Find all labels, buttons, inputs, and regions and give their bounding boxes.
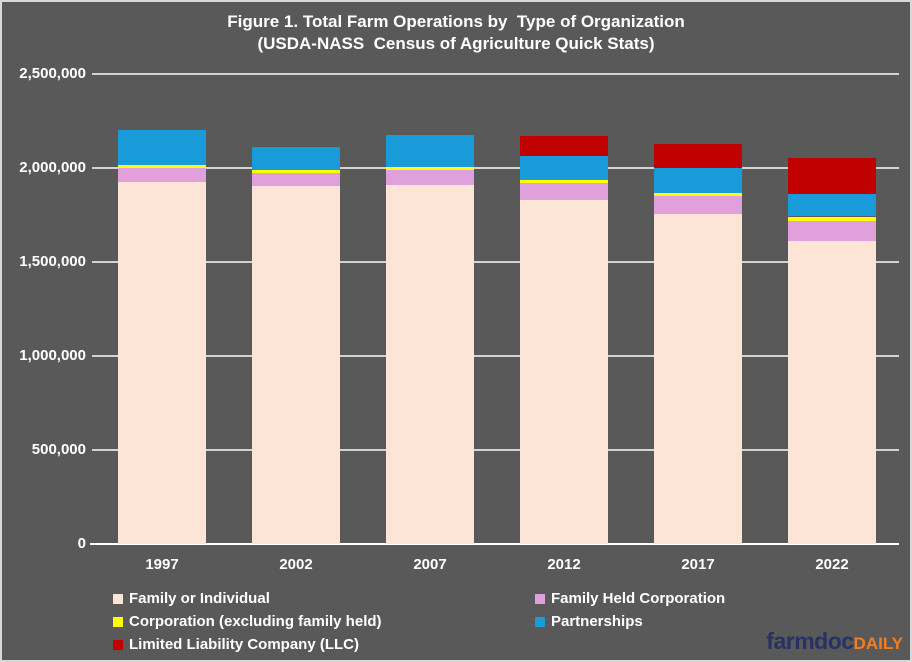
farmdoc-daily-logo: farmdoc DAILY <box>766 628 903 655</box>
y-tick-label: 2,500,000 <box>19 65 86 82</box>
bar-segment-partnerships <box>788 193 876 217</box>
legend-swatch-family-or-individual <box>113 594 123 604</box>
y-tick-label: 1,000,000 <box>19 347 86 364</box>
bar-segment-limited-liability-company-llc <box>788 158 876 194</box>
bar-segment-family-held-corporation <box>252 173 340 186</box>
legend-item-corporation: Corporation (excluding family held) <box>113 614 382 630</box>
bar-segment-family-or-individual <box>788 241 876 544</box>
gridline <box>92 167 899 169</box>
chart-title-line2: (USDA-NASS Census of Agriculture Quick S… <box>257 34 655 53</box>
logo-daily-text: DAILY <box>853 634 903 653</box>
x-tick-label: 2022 <box>815 556 849 573</box>
bar-segment-family-held-corporation <box>386 169 474 186</box>
x-tick-label: 2017 <box>681 556 715 573</box>
chart-title-line1: Figure 1. Total Farm Operations by Type … <box>227 12 685 31</box>
bar-segment-family-or-individual <box>252 185 340 544</box>
bar-segment-corporation-excluding-family-held <box>788 216 876 222</box>
bar-segment-corporation-excluding-family-held <box>252 170 340 174</box>
bar-segment-corporation-excluding-family-held <box>386 167 474 170</box>
legend-swatch-partnerships <box>535 617 545 627</box>
bar-segment-family-or-individual <box>118 182 206 544</box>
legend-item-partnerships: Partnerships <box>535 614 643 630</box>
legend-item-family-held-corporation: Family Held Corporation <box>535 591 725 607</box>
bar-segment-family-held-corporation <box>788 221 876 242</box>
bar-segment-partnerships <box>118 130 206 166</box>
bar-segment-partnerships <box>654 168 742 194</box>
bar-segment-corporation-excluding-family-held <box>520 179 608 183</box>
bar-segment-family-or-individual <box>520 199 608 544</box>
x-tick-label: 2012 <box>547 556 581 573</box>
bar-segment-corporation-excluding-family-held <box>654 193 742 197</box>
legend-swatch-llc <box>113 640 123 650</box>
bar-segment-family-held-corporation <box>118 168 206 183</box>
legend-label: Family Held Corporation <box>551 590 726 607</box>
x-tick-label: 1997 <box>145 556 179 573</box>
bar-segment-corporation-excluding-family-held <box>118 165 206 168</box>
chart-title: Figure 1. Total Farm Operations by Type … <box>2 11 910 55</box>
bar-segment-family-or-individual <box>386 185 474 544</box>
bar-segment-partnerships <box>252 147 340 171</box>
gridline <box>92 261 899 263</box>
legend-label: Family or Individual <box>129 590 270 607</box>
gridline <box>92 355 899 357</box>
logo-farmdoc-text: farmdoc <box>766 628 854 654</box>
x-tick-label: 2002 <box>279 556 313 573</box>
bar-segment-partnerships <box>520 155 608 180</box>
legend-item-family-or-individual: Family or Individual <box>113 591 270 607</box>
legend-swatch-corporation <box>113 617 123 627</box>
x-tick-label: 2007 <box>413 556 447 573</box>
legend-swatch-family-held-corporation <box>535 594 545 604</box>
bar-segment-limited-liability-company-llc <box>520 136 608 156</box>
y-tick-label: 2,000,000 <box>19 159 86 176</box>
x-axis-line <box>90 543 899 545</box>
bar-segment-partnerships <box>386 134 474 168</box>
y-tick-label: 1,500,000 <box>19 253 86 270</box>
y-tick-label: 500,000 <box>31 441 86 458</box>
legend-item-llc: Limited Liability Company (LLC) <box>113 637 359 653</box>
gridline <box>92 449 899 451</box>
bar-segment-family-held-corporation <box>654 196 742 215</box>
bar-segment-family-or-individual <box>654 214 742 544</box>
legend-label: Corporation (excluding family held) <box>129 613 382 630</box>
y-tick-label: 0 <box>77 535 86 552</box>
legend-label: Partnerships <box>551 613 643 630</box>
gridline <box>92 73 899 75</box>
bar-segment-limited-liability-company-llc <box>654 143 742 168</box>
legend-label: Limited Liability Company (LLC) <box>129 636 360 653</box>
bar-segment-family-held-corporation <box>520 182 608 200</box>
